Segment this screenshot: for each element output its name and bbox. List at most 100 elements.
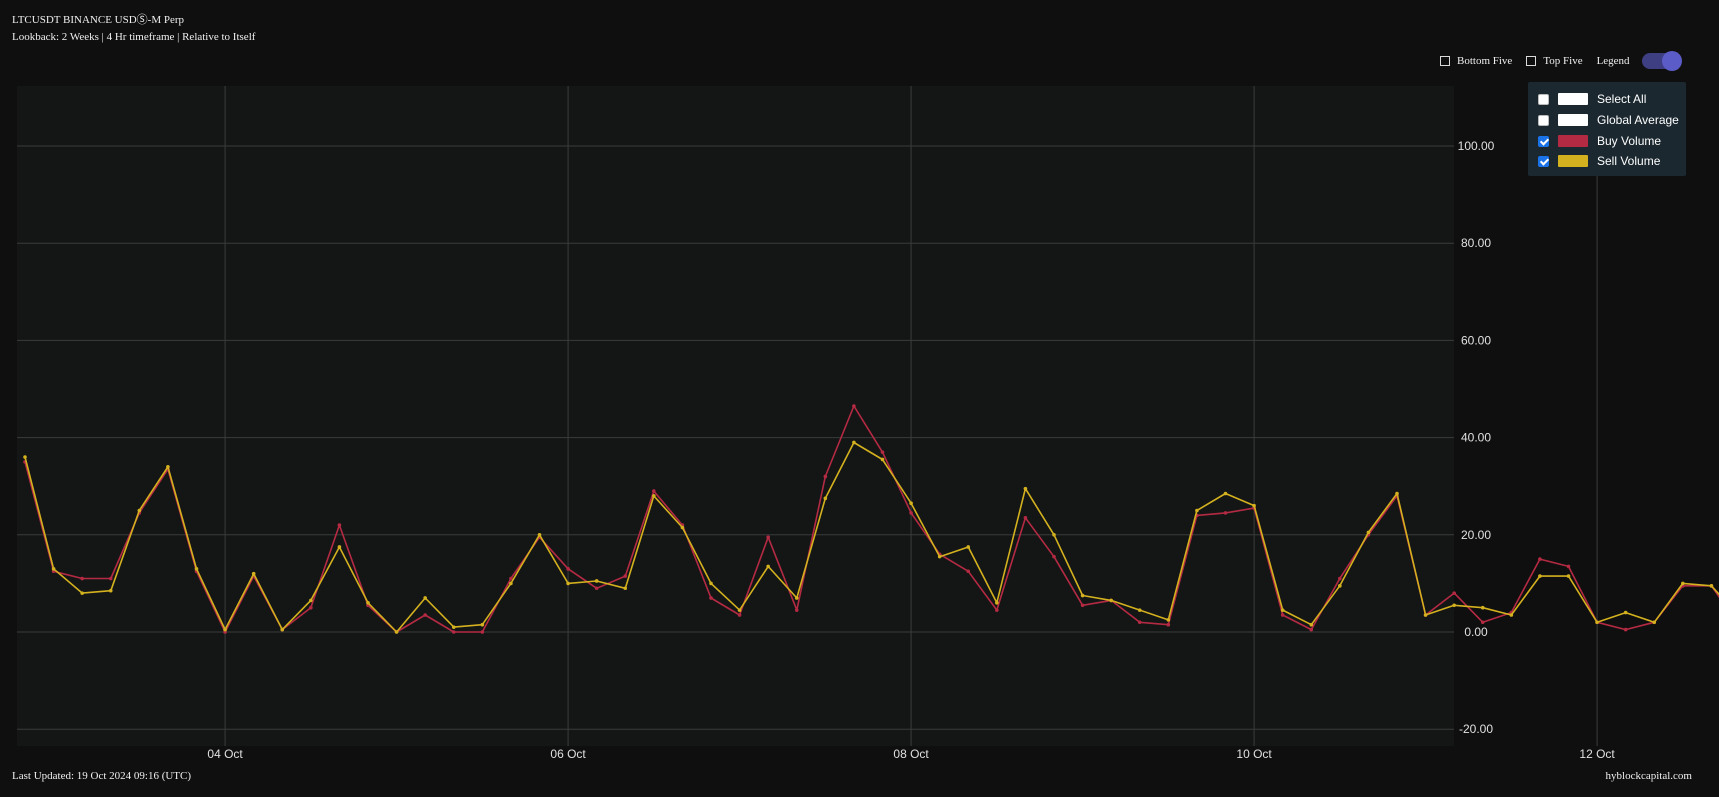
point-buy-volume[interactable] — [1280, 613, 1285, 617]
point-sell-volume[interactable] — [509, 581, 513, 586]
point-buy-volume[interactable] — [880, 450, 885, 454]
point-sell-volume[interactable] — [1223, 491, 1228, 496]
point-sell-volume[interactable] — [23, 455, 27, 459]
point-sell-volume[interactable] — [251, 571, 256, 576]
point-buy-volume[interactable] — [80, 576, 84, 581]
point-sell-volume[interactable] — [51, 567, 56, 571]
point-sell-volume[interactable] — [823, 496, 828, 501]
point-sell-volume[interactable] — [1166, 618, 1171, 622]
point-sell-volume[interactable] — [852, 440, 856, 445]
point-sell-volume[interactable] — [108, 588, 113, 593]
point-sell-volume[interactable] — [1309, 622, 1314, 627]
point-sell-volume[interactable] — [280, 627, 285, 632]
point-buy-volume[interactable] — [509, 576, 513, 581]
point-sell-volume[interactable] — [1652, 620, 1657, 625]
point-sell-volume[interactable] — [1052, 533, 1056, 537]
point-sell-volume[interactable] — [623, 586, 628, 591]
legend-item-buy-volume[interactable]: Buy Volume — [1538, 133, 1661, 149]
point-sell-volume[interactable] — [166, 464, 170, 469]
point-buy-volume[interactable] — [1480, 620, 1485, 625]
point-buy-volume[interactable] — [852, 404, 856, 408]
point-sell-volume[interactable] — [909, 501, 913, 506]
point-buy-volume[interactable] — [108, 576, 113, 581]
point-buy-volume[interactable] — [1338, 576, 1342, 581]
legend-checkbox-buy-volume[interactable] — [1538, 135, 1549, 147]
point-sell-volume[interactable] — [966, 545, 971, 549]
point-sell-volume[interactable] — [594, 579, 599, 583]
point-sell-volume[interactable] — [1280, 608, 1285, 612]
point-buy-volume[interactable] — [480, 630, 485, 634]
point-sell-volume[interactable] — [680, 525, 685, 530]
top-five-option[interactable]: Top Five — [1526, 55, 1583, 67]
legend-checkbox-select-all[interactable] — [1538, 93, 1549, 105]
point-buy-volume[interactable] — [1566, 564, 1571, 569]
point-sell-volume[interactable] — [1595, 620, 1599, 625]
point-sell-volume[interactable] — [337, 545, 342, 549]
point-sell-volume[interactable] — [794, 596, 799, 600]
legend-checkbox-global-average[interactable] — [1538, 114, 1549, 126]
point-sell-volume[interactable] — [366, 601, 370, 605]
point-sell-volume[interactable] — [1080, 593, 1085, 598]
point-buy-volume[interactable] — [1223, 511, 1228, 515]
legend-checkbox-sell-volume[interactable] — [1538, 155, 1549, 167]
point-buy-volume[interactable] — [337, 523, 342, 527]
point-buy-volume[interactable] — [1023, 515, 1028, 520]
point-buy-volume[interactable] — [909, 511, 913, 515]
point-buy-volume[interactable] — [995, 608, 999, 612]
bottom-five-checkbox[interactable] — [1440, 56, 1450, 66]
point-buy-volume[interactable] — [1538, 557, 1542, 561]
point-buy-volume[interactable] — [423, 613, 427, 617]
point-buy-volume[interactable] — [594, 586, 599, 591]
point-buy-volume[interactable] — [1080, 603, 1085, 608]
point-sell-volume[interactable] — [423, 596, 427, 600]
point-sell-volume[interactable] — [1709, 584, 1714, 588]
top-five-checkbox[interactable] — [1526, 56, 1537, 66]
legend-item-global-average[interactable]: Global Average — [1538, 112, 1679, 128]
point-sell-volume[interactable] — [1566, 574, 1571, 578]
point-buy-volume[interactable] — [566, 567, 570, 571]
legend-item-sell-volume[interactable]: Sell Volume — [1538, 153, 1660, 169]
point-sell-volume[interactable] — [766, 564, 770, 569]
point-sell-volume[interactable] — [394, 630, 399, 634]
legend-toggle[interactable] — [1641, 51, 1682, 71]
point-sell-volume[interactable] — [537, 533, 542, 537]
point-sell-volume[interactable] — [451, 625, 456, 629]
point-buy-volume[interactable] — [737, 613, 742, 617]
point-sell-volume[interactable] — [937, 554, 942, 559]
point-buy-volume[interactable] — [451, 630, 456, 634]
point-buy-volume[interactable] — [1452, 591, 1456, 595]
point-sell-volume[interactable] — [1681, 581, 1685, 586]
point-sell-volume[interactable] — [1395, 491, 1399, 496]
point-buy-volume[interactable] — [794, 608, 799, 612]
point-sell-volume[interactable] — [1109, 598, 1113, 603]
point-sell-volume[interactable] — [1252, 503, 1256, 508]
point-sell-volume[interactable] — [737, 608, 742, 612]
point-sell-volume[interactable] — [194, 567, 199, 571]
point-sell-volume[interactable] — [1423, 613, 1428, 617]
point-sell-volume[interactable] — [1023, 486, 1028, 491]
point-sell-volume[interactable] — [1538, 574, 1542, 578]
point-sell-volume[interactable] — [1623, 610, 1628, 615]
point-sell-volume[interactable] — [566, 581, 570, 586]
point-sell-volume[interactable] — [1509, 613, 1514, 617]
point-buy-volume[interactable] — [309, 605, 313, 610]
point-sell-volume[interactable] — [137, 508, 142, 513]
point-sell-volume[interactable] — [1480, 605, 1485, 610]
point-buy-volume[interactable] — [966, 569, 971, 574]
point-sell-volume[interactable] — [995, 601, 999, 605]
point-sell-volume[interactable] — [80, 591, 84, 595]
point-sell-volume[interactable] — [1366, 530, 1371, 535]
point-sell-volume[interactable] — [709, 581, 713, 586]
point-sell-volume[interactable] — [223, 627, 227, 632]
point-buy-volume[interactable] — [1052, 554, 1056, 559]
point-buy-volume[interactable] — [1166, 622, 1171, 627]
legend-toggle-knob[interactable] — [1661, 51, 1682, 71]
point-buy-volume[interactable] — [652, 489, 656, 493]
legend-item-select-all[interactable]: Select All — [1538, 91, 1646, 107]
point-buy-volume[interactable] — [766, 535, 770, 540]
brand-link[interactable]: hyblockcapital.com — [1605, 770, 1692, 782]
point-sell-volume[interactable] — [652, 494, 656, 498]
bottom-five-option[interactable]: Bottom Five — [1440, 55, 1512, 67]
point-sell-volume[interactable] — [1195, 508, 1199, 513]
point-buy-volume[interactable] — [1623, 627, 1628, 632]
